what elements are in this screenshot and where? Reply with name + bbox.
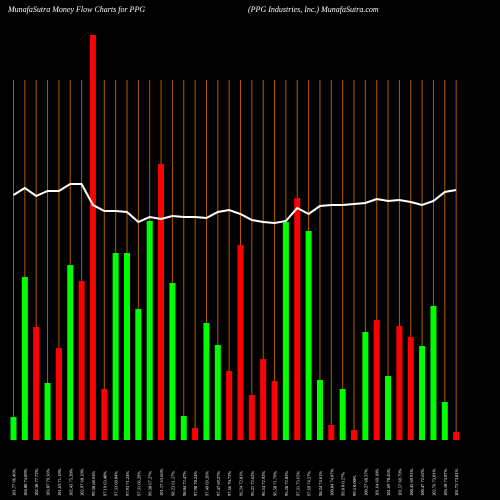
x-tick-label: 96.50 71.79% — [273, 471, 278, 496]
x-tick-label: 96.28 72.03% — [284, 471, 289, 496]
bar — [396, 326, 403, 440]
x-tick-label: 103.07 79.56% — [46, 468, 51, 496]
bar — [146, 221, 153, 440]
bar — [407, 337, 414, 440]
bar — [158, 164, 165, 440]
bar — [226, 371, 233, 440]
bar — [33, 327, 40, 440]
bar — [260, 359, 267, 440]
bar — [339, 389, 346, 440]
x-tick-label: 101.63 71.19% — [57, 468, 62, 496]
bar — [362, 332, 369, 440]
bar — [112, 253, 119, 440]
x-tick-label: 100.45 69.91% — [409, 468, 414, 496]
x-tick-label: 97.31 66.29% — [136, 471, 141, 496]
bar — [305, 231, 312, 440]
bar — [237, 245, 244, 440]
x-tick-label: 101.64 69.18% — [375, 468, 380, 496]
x-tick-label: 101.69 70.45% — [386, 468, 391, 496]
bar — [214, 345, 221, 440]
bar — [419, 346, 426, 440]
x-tick-label: 97.47 69.27% — [216, 471, 221, 496]
x-tick-label: 96.24 72.81% — [239, 471, 244, 496]
x-tick-label: 102.38 77.72% — [34, 468, 39, 496]
bar — [282, 222, 289, 440]
bar — [453, 432, 460, 440]
x-tick-label: 97.98 70.24% — [193, 471, 198, 496]
x-tick-label: 99.30 67.27% — [148, 471, 153, 496]
x-tick-label: 101.72 73.01% — [454, 468, 459, 496]
x-tick-label: 103.10 73.07% — [443, 468, 448, 496]
bar — [248, 395, 255, 440]
x-tick-label: 97.93 71.24% — [125, 471, 130, 496]
bar — [44, 383, 51, 440]
x-tick-label: 98.04 72.47% — [182, 471, 187, 496]
price-line — [12, 183, 457, 225]
bar — [203, 323, 210, 440]
x-tick-label: 102.97 68.19% — [80, 468, 85, 496]
x-tick-label: 102.43 75.28% — [68, 468, 73, 496]
x-tick-label: 101.17 63.66% — [159, 468, 164, 496]
x-tick-label: 97.31 73.65% — [295, 471, 300, 496]
x-tick-label: 97.19 63.40% — [102, 471, 107, 496]
bar — [328, 425, 335, 440]
bar — [78, 281, 85, 440]
x-tick-label: 100.47 72.62% — [420, 468, 425, 496]
bar — [101, 389, 108, 440]
x-tick-label: 96.54 72.92% — [261, 471, 266, 496]
bar — [169, 283, 176, 440]
bar — [430, 306, 437, 440]
bar — [373, 320, 380, 440]
x-tick-label: 100.84 74.07% — [329, 468, 334, 496]
x-tick-label: 101.57 69.79% — [397, 468, 402, 496]
x-tick-label: 97.56 70.72% — [227, 471, 232, 496]
bar — [10, 417, 17, 440]
x-tick-label: 99.38 68.63% — [91, 471, 96, 496]
x-tick-label: 102.76 73.01% — [431, 468, 436, 496]
x-tick-label: 97.33 68.04% — [114, 471, 119, 496]
bar — [89, 35, 96, 440]
bar — [192, 428, 199, 440]
chart-title: MunafaSutra Money Flow Charts for PPG — [7, 5, 145, 14]
chart-subtitle: (PPG Industries, Inc.) MunafaSutra.com — [248, 5, 379, 14]
bar — [55, 348, 62, 440]
x-tick-label: 96.21 72.62% — [250, 471, 255, 496]
x-tick-label: 100.27 68.37% — [363, 468, 368, 496]
x-tick-label: 99.3 0.00% — [352, 475, 357, 496]
bar — [316, 380, 323, 440]
bar — [385, 376, 392, 440]
bar — [294, 198, 301, 440]
bar — [180, 416, 187, 440]
bar — [135, 309, 142, 440]
x-tick-label: 97.69 74.57% — [307, 471, 312, 496]
x-tick-label: 101.77 96.46% — [12, 468, 17, 496]
bar — [441, 402, 448, 440]
x-tick-label: 97.49 69.26% — [204, 471, 209, 496]
bar — [124, 253, 130, 440]
bar — [21, 277, 28, 440]
x-tick-label: 99.8 0 0.27% — [341, 472, 346, 496]
bar — [67, 265, 74, 440]
x-tick-label: 98.24 74.61% — [318, 471, 323, 496]
x-tick-label: 104.00 74.89% — [23, 468, 28, 496]
bar — [351, 430, 357, 440]
x-tick-label: 98.23 61.17% — [170, 471, 175, 496]
bar — [271, 381, 278, 440]
